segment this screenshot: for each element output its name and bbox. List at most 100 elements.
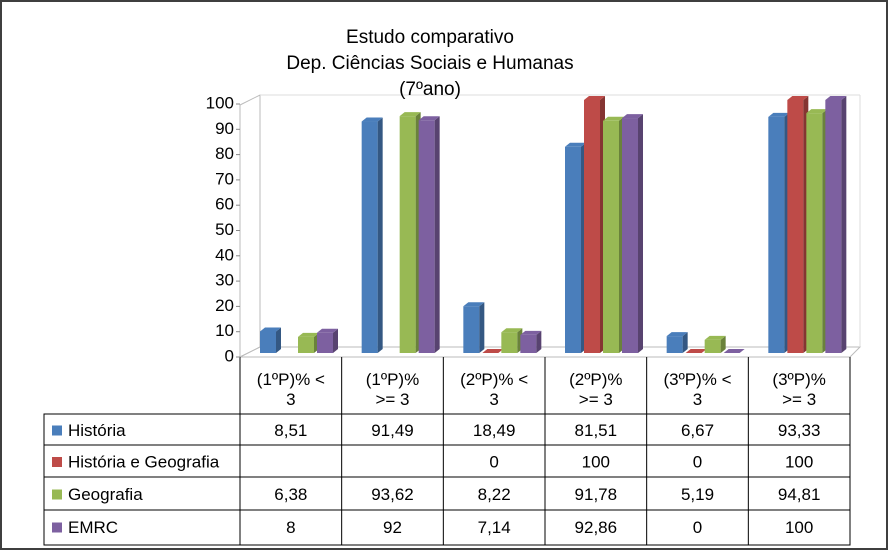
bar	[787, 96, 809, 353]
bar	[418, 116, 440, 354]
bar	[317, 328, 338, 353]
bar-top	[260, 327, 281, 332]
bar	[806, 109, 828, 353]
data-table-value: 93,33	[778, 421, 821, 440]
data-table-value: 18,49	[473, 421, 516, 440]
bar-top	[463, 302, 485, 307]
bar-top	[622, 114, 643, 119]
y-tick-label: 20	[215, 296, 234, 315]
y-tick-label: 50	[215, 220, 234, 239]
legend-swatch	[52, 425, 62, 436]
bar	[361, 117, 383, 353]
bar-top	[603, 116, 624, 121]
data-table-value: 5,19	[681, 485, 714, 504]
bar-front	[418, 120, 435, 354]
bar-side	[276, 327, 281, 353]
bar	[685, 349, 707, 353]
bar-side	[479, 302, 485, 353]
data-table-value: 93,62	[371, 485, 414, 504]
y-tick-label: 10	[215, 321, 234, 340]
bar-side	[434, 116, 440, 354]
data-table-value: 0	[693, 518, 702, 537]
y-tick-label: 60	[215, 195, 234, 214]
bar-top	[361, 117, 383, 122]
x-tick-label: (1ºP)% < 3	[256, 370, 325, 409]
bar-front	[603, 120, 619, 353]
bar-side	[377, 117, 383, 353]
data-table-value: 100	[785, 518, 813, 537]
bar	[501, 328, 523, 353]
bar-front	[584, 100, 600, 353]
x-tick-label: (3ºP)% < 3	[663, 370, 732, 409]
bar-side	[638, 114, 643, 353]
data-table-value: 7,14	[478, 518, 511, 537]
bar-top	[418, 116, 440, 121]
bar-front	[622, 118, 638, 353]
y-tick-label: 90	[215, 119, 234, 138]
bar-side	[333, 328, 338, 353]
bar-side	[682, 332, 688, 353]
data-table-value: 6,67	[681, 421, 714, 440]
data-table-value: 81,51	[575, 421, 618, 440]
bar	[565, 142, 586, 353]
bar-top	[704, 335, 726, 340]
bar-front	[666, 336, 683, 353]
bar	[768, 112, 790, 354]
bar-top	[298, 332, 319, 337]
bar-front	[260, 331, 276, 353]
bar	[603, 116, 624, 353]
bar	[520, 330, 542, 353]
data-table-value: 92	[383, 518, 402, 537]
bar-front	[565, 146, 581, 353]
bar-top	[584, 96, 605, 100]
bar-front	[704, 339, 721, 353]
data-table-value: 8	[286, 518, 295, 537]
bar-top	[565, 142, 586, 147]
bar	[622, 114, 643, 353]
legend-swatch	[52, 457, 62, 467]
bar	[298, 332, 319, 353]
bar-top	[520, 330, 542, 335]
data-table-value: 6,38	[274, 485, 307, 504]
bar	[260, 327, 281, 353]
bar-front	[463, 306, 480, 353]
bar-front	[768, 116, 785, 354]
bar	[704, 335, 726, 353]
data-table-value: 94,81	[778, 485, 821, 504]
chart-title: (7ºano)	[399, 79, 461, 100]
data-table-value: 100	[582, 452, 610, 471]
data-table-value: 91,49	[371, 421, 414, 440]
x-tick-label: (2ºP)% < 3	[460, 370, 529, 409]
bar-top	[685, 349, 707, 353]
bar	[666, 332, 688, 353]
data-table-value: 92,86	[575, 518, 618, 537]
bar-top	[768, 112, 790, 117]
bar-front	[787, 100, 804, 353]
y-tick-label: 40	[215, 245, 234, 264]
bar-front	[806, 113, 823, 353]
bar-top	[825, 96, 847, 100]
bar-front	[361, 121, 378, 353]
legend-swatch	[52, 489, 62, 500]
bar	[723, 349, 745, 353]
bar-side	[720, 335, 726, 353]
bar-front	[298, 336, 314, 353]
bar	[463, 302, 485, 353]
y-tick-label: 30	[215, 271, 234, 290]
bar-front	[501, 332, 518, 353]
bar-front	[520, 334, 537, 353]
bar	[482, 349, 504, 353]
bar	[825, 96, 847, 353]
data-table-value: 0	[489, 452, 498, 471]
bar-front	[825, 100, 842, 353]
legend-swatch	[52, 522, 62, 533]
bar-top	[317, 328, 338, 333]
chart-title: Dep. Ciências Sociais e Humanas	[286, 53, 573, 74]
bar-top	[787, 96, 809, 100]
data-table-value: 100	[785, 452, 813, 471]
bar-front	[317, 332, 333, 353]
y-tick-label: 80	[215, 144, 234, 163]
data-table-value: 91,78	[575, 485, 618, 504]
